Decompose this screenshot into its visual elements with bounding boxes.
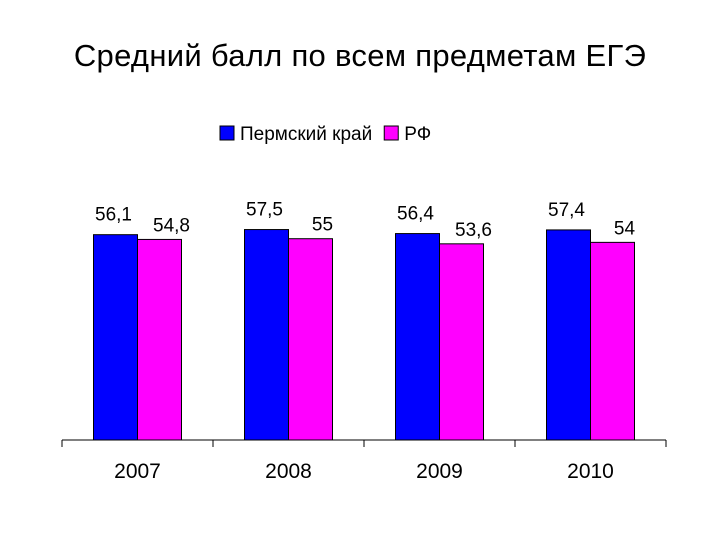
legend-swatch-2 [383, 125, 399, 141]
data-label-2007-series-1: 56,1 [95, 205, 132, 226]
x-tick-label-2010: 2010 [567, 460, 614, 483]
bar-2010-series-2 [590, 241, 635, 441]
legend-label-1: Пермский край [240, 124, 372, 145]
data-label-2007-series-2: 54,8 [153, 215, 190, 236]
legend: Пермский край РФ [219, 124, 431, 145]
bar-2009-series-1 [395, 233, 440, 441]
chart-title: Средний балл по всем предметам ЕГЭ [73, 38, 647, 73]
x-tick-label-2007: 2007 [114, 460, 161, 483]
bar-2009-series-2 [439, 243, 484, 441]
data-label-2008-series-1: 57,5 [246, 200, 283, 221]
x-tick-label-2009: 2009 [416, 460, 463, 483]
bar-2007-series-2 [137, 238, 182, 441]
bar-2008-series-1 [244, 229, 289, 441]
data-label-2008-series-2: 55 [312, 215, 333, 236]
data-label-2010-series-2: 54 [614, 218, 636, 239]
data-label-2009-series-1: 56,4 [397, 204, 434, 225]
x-tick-label-2008: 2008 [265, 460, 312, 483]
bar-2010-series-1 [546, 229, 591, 441]
legend-swatch-1 [219, 125, 235, 141]
bar-2008-series-2 [288, 238, 333, 441]
legend-label-2: РФ [404, 124, 431, 145]
data-label-2009-series-2: 53,6 [455, 220, 492, 241]
bar-2007-series-1 [93, 234, 138, 441]
data-labels: 56,1 54,8 57,5 55 56,4 53,6 57,4 54 [95, 200, 635, 241]
data-label-2010-series-1: 57,4 [548, 200, 585, 221]
x-axis: 2007 2008 2009 2010 [61, 439, 667, 483]
bars [93, 229, 635, 441]
